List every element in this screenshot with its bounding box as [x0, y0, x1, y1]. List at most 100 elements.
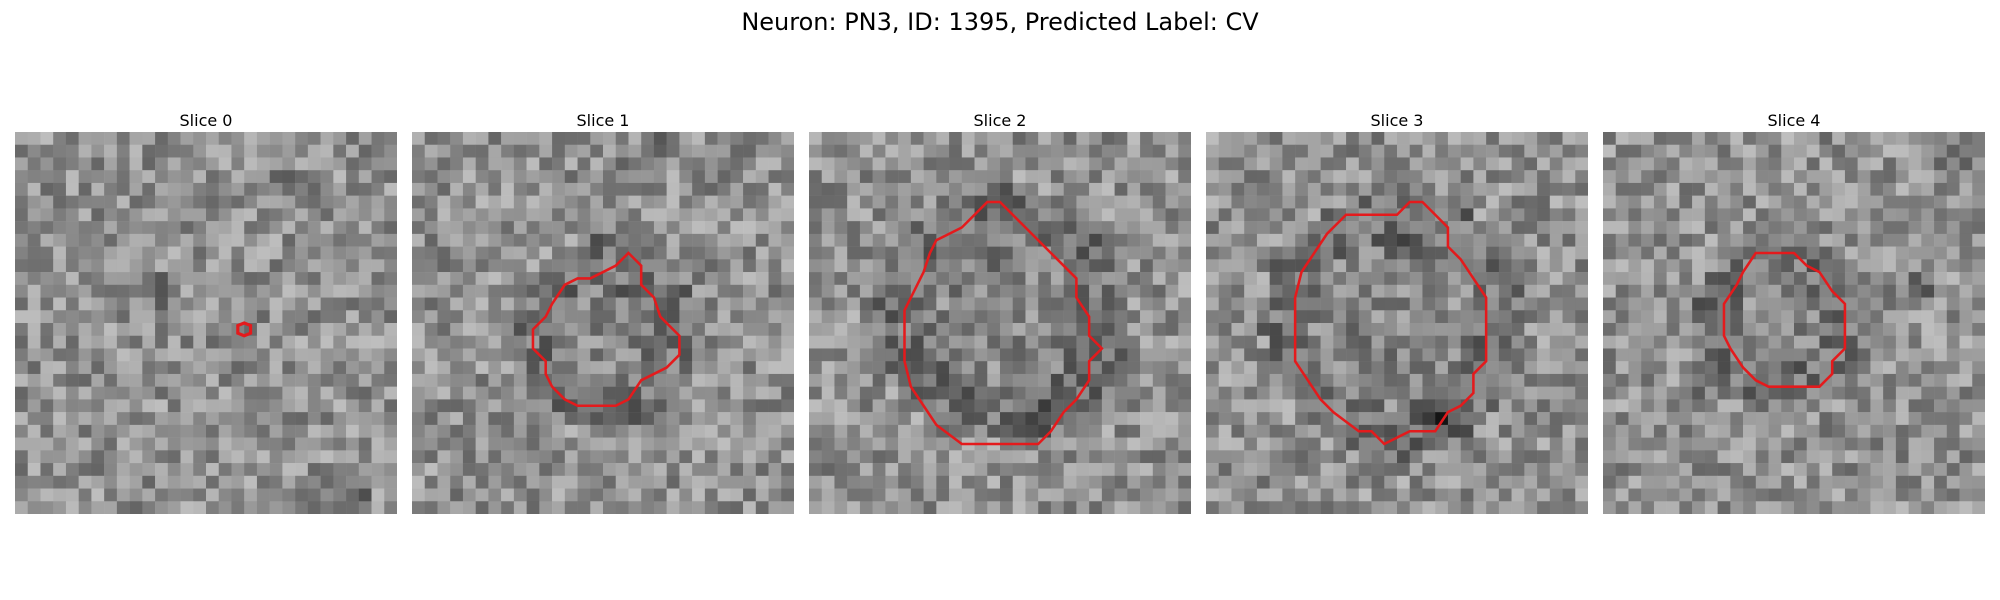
- pixel: [15, 310, 28, 324]
- pixel: [666, 373, 680, 387]
- pixel: [1857, 233, 1871, 247]
- pixel: [1768, 132, 1782, 145]
- pixel: [704, 246, 718, 260]
- pixel: [1206, 437, 1219, 451]
- pixel: [1781, 182, 1795, 196]
- pixel: [717, 463, 731, 477]
- pixel: [475, 132, 489, 145]
- pixel: [53, 501, 67, 514]
- pixel: [730, 373, 744, 387]
- pixel: [1575, 424, 1588, 438]
- pixel: [1806, 399, 1820, 413]
- pixel: [1101, 424, 1115, 438]
- pixel: [193, 284, 207, 298]
- pixel: [755, 310, 769, 324]
- pixel: [256, 424, 270, 438]
- pixel: [462, 182, 476, 196]
- pixel: [206, 310, 219, 324]
- pixel: [1549, 373, 1563, 387]
- pixel: [501, 170, 515, 184]
- pixel: [1653, 399, 1667, 413]
- pixel: [412, 157, 425, 171]
- pixel: [1012, 348, 1026, 362]
- pixel: [961, 399, 975, 413]
- pixel: [358, 348, 372, 362]
- pixel: [704, 297, 718, 311]
- pixel: [1653, 488, 1667, 502]
- pixel: [1152, 450, 1166, 464]
- pixel: [1641, 246, 1655, 260]
- pixel: [1447, 501, 1461, 514]
- pixel: [1473, 348, 1487, 362]
- pixel: [526, 475, 540, 489]
- pixel: [206, 348, 219, 362]
- pixel: [1282, 132, 1296, 145]
- pixel: [104, 361, 118, 375]
- pixel: [768, 297, 782, 311]
- pixel: [590, 195, 604, 209]
- pixel: [1422, 182, 1436, 196]
- pixel: [730, 221, 744, 235]
- pixel: [1012, 272, 1026, 286]
- pixel: [1768, 323, 1782, 336]
- pixel: [1959, 501, 1973, 514]
- pixel: [155, 424, 169, 438]
- pixel: [78, 144, 92, 158]
- pixel: [358, 386, 372, 400]
- pixel: [1895, 182, 1909, 196]
- pixel: [910, 501, 924, 514]
- pixel: [885, 361, 899, 375]
- pixel: [475, 246, 489, 260]
- pixel: [1063, 501, 1077, 514]
- pixel: [1063, 450, 1077, 464]
- pixel: [333, 450, 347, 464]
- pixel: [256, 246, 270, 260]
- pixel: [1101, 284, 1115, 298]
- pixel: [412, 463, 425, 477]
- pixel: [821, 170, 835, 184]
- pixel: [1358, 157, 1372, 171]
- pixel: [1358, 475, 1372, 489]
- pixel: [539, 144, 553, 158]
- pixel: [1409, 208, 1423, 222]
- pixel: [1206, 475, 1219, 489]
- pixel: [872, 272, 886, 286]
- pixel: [1409, 246, 1423, 260]
- pixel: [1127, 310, 1141, 324]
- pixel: [1152, 323, 1166, 336]
- pixel: [15, 501, 28, 514]
- pixel: [743, 412, 757, 426]
- pixel: [1038, 335, 1052, 349]
- pixel: [513, 373, 527, 387]
- pixel: [1269, 310, 1283, 324]
- pixel: [936, 195, 950, 209]
- pixel: [358, 221, 372, 235]
- pixel: [1524, 233, 1538, 247]
- pixel: [513, 221, 527, 235]
- pixel: [653, 272, 667, 286]
- pixel: [1244, 463, 1258, 477]
- pixel: [1460, 373, 1474, 387]
- pixel: [1666, 424, 1680, 438]
- pixel: [206, 437, 219, 451]
- pixel: [1371, 399, 1385, 413]
- pixel: [641, 348, 655, 362]
- pixel: [743, 157, 757, 171]
- pixel: [40, 348, 54, 362]
- pixel: [244, 386, 258, 400]
- pixel: [513, 323, 527, 336]
- pixel: [1781, 437, 1795, 451]
- pixel: [450, 412, 464, 426]
- pixel: [53, 157, 67, 171]
- pixel: [974, 348, 988, 362]
- pixel: [1755, 475, 1769, 489]
- pixel: [53, 208, 67, 222]
- pixel: [1794, 373, 1807, 387]
- pixel: [847, 450, 861, 464]
- pixel: [872, 488, 886, 502]
- pixel: [821, 412, 835, 426]
- pixel: [231, 488, 245, 502]
- pixel: [1244, 195, 1258, 209]
- pixel: [1653, 450, 1667, 464]
- pixel: [1832, 399, 1846, 413]
